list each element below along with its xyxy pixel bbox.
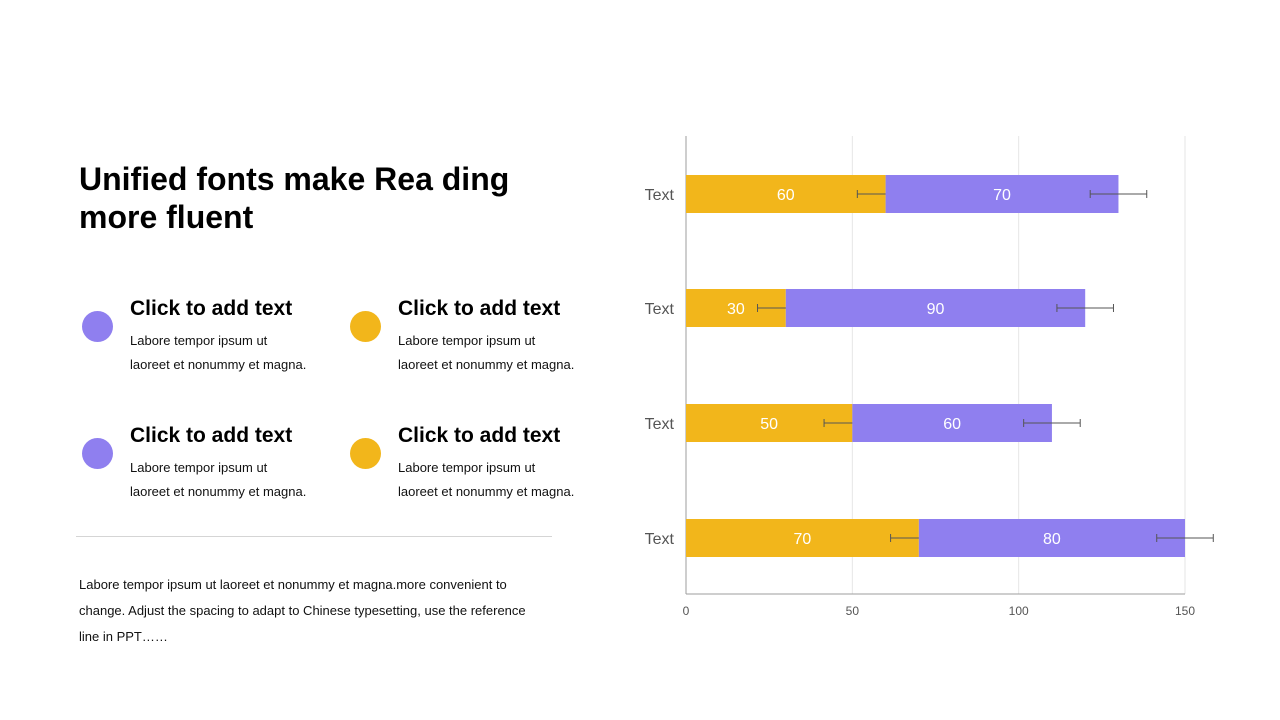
divider-line [76, 536, 552, 537]
category-label: Text [645, 416, 675, 433]
purple-dot-icon [82, 311, 113, 342]
category-label: Text [645, 531, 675, 548]
purple-dot-icon [82, 438, 113, 469]
bar-segment [852, 404, 1052, 442]
bar-value-label: 60 [943, 416, 961, 433]
item-heading[interactable]: Click to add text [130, 424, 293, 447]
bar-segment [686, 519, 919, 557]
footer-paragraph: Labore tempor ipsum ut laoreet et nonumm… [79, 577, 526, 644]
x-tick-label: 50 [846, 604, 860, 618]
stacked-bar-chart: 0 50 100 150 Text Text Text Text 60 70 30 90 50 60 70 8… [645, 136, 1214, 618]
item-body: Labore tempor ipsum ut laoreet et nonumm… [130, 460, 307, 499]
item-body: Labore tempor ipsum ut laoreet et nonumm… [398, 333, 575, 372]
item-heading[interactable]: Click to add text [398, 297, 561, 320]
bar-segment [885, 175, 1119, 213]
yellow-dot-icon [350, 311, 381, 342]
bar-value-label: 70 [993, 187, 1011, 204]
item-body: Labore tempor ipsum ut laoreet et nonumm… [130, 333, 307, 372]
slide-title: Unified fonts make Rea ding more fluent [79, 161, 510, 235]
x-tick-label: 150 [1175, 604, 1195, 618]
bar-value-label: 30 [727, 301, 745, 318]
bar-segment [785, 289, 1086, 327]
x-tick-label: 100 [1009, 604, 1029, 618]
bar-value-label: 60 [777, 187, 795, 204]
bar-value-label: 50 [760, 416, 778, 433]
bar-value-label: 90 [927, 301, 945, 318]
yellow-dot-icon [350, 438, 381, 469]
category-label: Text [645, 301, 675, 318]
x-tick-label: 0 [683, 604, 690, 618]
bar-segment [918, 519, 1185, 557]
item-body: Labore tempor ipsum ut laoreet et nonumm… [398, 460, 575, 499]
bar-value-label: 80 [1043, 531, 1061, 548]
item-heading[interactable]: Click to add text [130, 297, 293, 320]
item-heading[interactable]: Click to add text [398, 424, 561, 447]
category-label: Text [645, 187, 675, 204]
bar-segment [686, 175, 886, 213]
bar-value-label: 70 [794, 531, 812, 548]
